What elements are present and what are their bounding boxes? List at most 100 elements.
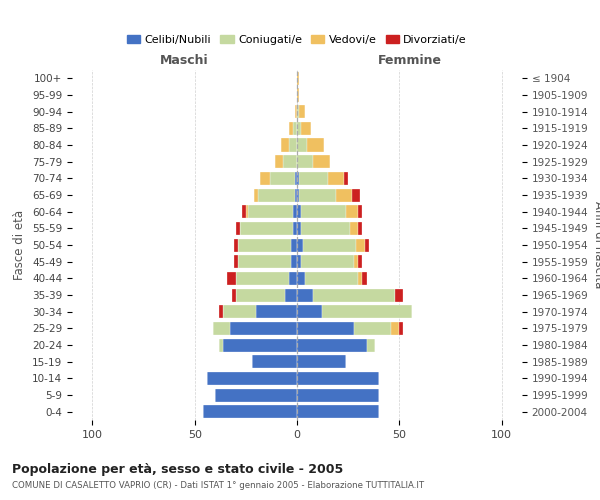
Bar	[291, 238, 297, 252]
Y-axis label: Fasce di età: Fasce di età	[13, 210, 26, 280]
Bar	[229, 322, 297, 335]
Bar	[365, 238, 368, 252]
Bar	[223, 305, 256, 318]
Bar	[254, 188, 258, 202]
Bar	[297, 288, 313, 302]
Bar	[350, 222, 358, 235]
Bar	[297, 155, 313, 168]
Bar	[203, 405, 297, 418]
Text: Maschi: Maschi	[160, 54, 209, 66]
Bar	[301, 205, 346, 218]
Bar	[207, 372, 297, 385]
Bar	[313, 288, 395, 302]
Bar	[367, 338, 375, 351]
Bar	[391, 322, 399, 335]
Bar	[297, 105, 299, 118]
Bar	[281, 138, 289, 151]
Bar	[285, 288, 297, 302]
Bar	[240, 222, 293, 235]
Bar	[233, 255, 238, 268]
Legend: Celibi/Nubili, Coniugati/e, Vedovi/e, Divorziati/e: Celibi/Nubili, Coniugati/e, Vedovi/e, Di…	[122, 30, 472, 49]
Bar	[215, 388, 297, 402]
Bar	[346, 205, 358, 218]
Bar	[258, 188, 295, 202]
Bar	[358, 222, 362, 235]
Bar	[354, 322, 391, 335]
Bar	[297, 122, 301, 135]
Bar	[354, 255, 358, 268]
Bar	[291, 255, 297, 268]
Bar	[301, 255, 354, 268]
Bar	[344, 172, 348, 185]
Bar	[297, 88, 299, 102]
Bar	[299, 172, 328, 185]
Bar	[293, 205, 297, 218]
Bar	[297, 188, 299, 202]
Bar	[232, 288, 236, 302]
Bar	[238, 255, 291, 268]
Bar	[233, 238, 238, 252]
Bar	[219, 338, 223, 351]
Bar	[297, 205, 301, 218]
Bar	[246, 205, 248, 218]
Bar	[297, 72, 299, 85]
Bar	[322, 305, 412, 318]
Bar	[236, 222, 240, 235]
Bar	[236, 288, 285, 302]
Bar	[297, 338, 367, 351]
Bar	[307, 138, 323, 151]
Text: Femmine: Femmine	[377, 54, 442, 66]
Bar	[256, 305, 297, 318]
Bar	[289, 122, 293, 135]
Bar	[399, 322, 403, 335]
Bar	[336, 188, 352, 202]
Bar	[313, 155, 330, 168]
Bar	[352, 188, 361, 202]
Bar	[297, 222, 301, 235]
Bar	[219, 305, 223, 318]
Bar	[299, 188, 336, 202]
Bar	[295, 105, 297, 118]
Bar	[295, 188, 297, 202]
Bar	[297, 138, 307, 151]
Bar	[293, 122, 297, 135]
Bar	[297, 322, 354, 335]
Bar	[223, 338, 297, 351]
Bar	[283, 155, 297, 168]
Bar	[252, 355, 297, 368]
Bar	[213, 322, 229, 335]
Bar	[358, 255, 362, 268]
Bar	[297, 255, 301, 268]
Bar	[297, 172, 299, 185]
Bar	[362, 272, 367, 285]
Bar	[356, 238, 365, 252]
Bar	[227, 272, 236, 285]
Bar	[297, 238, 303, 252]
Bar	[260, 172, 271, 185]
Bar	[358, 272, 362, 285]
Bar	[297, 405, 379, 418]
Bar	[299, 105, 305, 118]
Bar	[297, 372, 379, 385]
Bar	[395, 288, 403, 302]
Bar	[275, 155, 283, 168]
Bar	[305, 272, 358, 285]
Bar	[301, 122, 311, 135]
Bar	[248, 205, 293, 218]
Y-axis label: Anni di nascita: Anni di nascita	[592, 202, 600, 288]
Bar	[358, 205, 362, 218]
Text: COMUNE DI CASALETTO VAPRIO (CR) - Dati ISTAT 1° gennaio 2005 - Elaborazione TUTT: COMUNE DI CASALETTO VAPRIO (CR) - Dati I…	[12, 481, 424, 490]
Bar	[297, 305, 322, 318]
Bar	[301, 222, 350, 235]
Bar	[289, 138, 297, 151]
Bar	[328, 172, 344, 185]
Bar	[236, 272, 289, 285]
Bar	[297, 272, 305, 285]
Bar	[295, 172, 297, 185]
Bar	[303, 238, 356, 252]
Text: Popolazione per età, sesso e stato civile - 2005: Popolazione per età, sesso e stato civil…	[12, 462, 343, 475]
Bar	[297, 388, 379, 402]
Bar	[271, 172, 295, 185]
Bar	[242, 205, 246, 218]
Bar	[289, 272, 297, 285]
